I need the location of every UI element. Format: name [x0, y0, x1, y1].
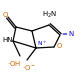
Text: HN: HN — [3, 37, 13, 43]
Text: O: O — [56, 43, 62, 49]
Text: N$^+$: N$^+$ — [37, 40, 47, 48]
Text: O: O — [2, 12, 8, 18]
Text: $\cdot$OH: $\cdot$OH — [7, 58, 21, 68]
Text: H$_2$N: H$_2$N — [42, 10, 58, 20]
Text: $=$N: $=$N — [60, 29, 76, 38]
Text: $\cdot$O$^-$: $\cdot$O$^-$ — [22, 62, 36, 71]
